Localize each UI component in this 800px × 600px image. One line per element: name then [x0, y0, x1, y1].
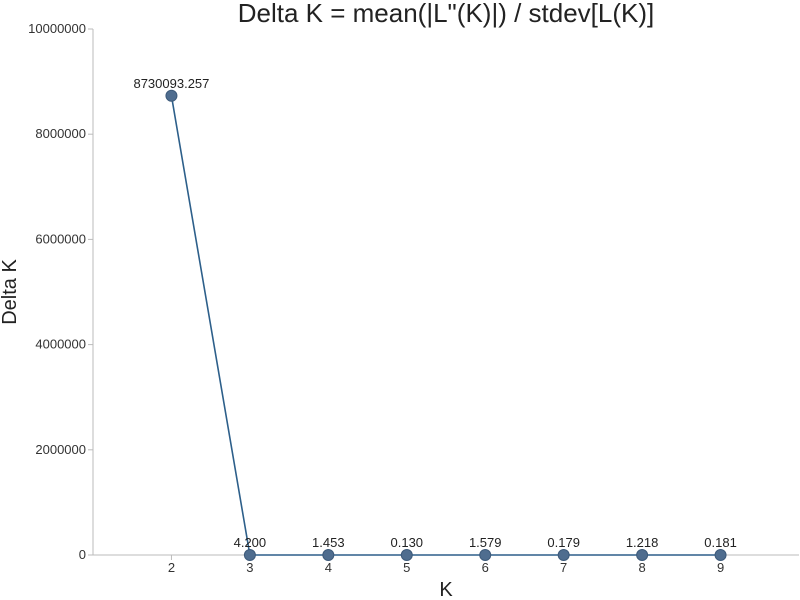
data-label: 8730093.257 [133, 76, 209, 91]
data-point [322, 548, 335, 561]
x-tick-label: 5 [403, 560, 410, 575]
x-tick-label: 2 [168, 560, 175, 575]
y-tick-label: 2000000 [35, 442, 86, 457]
x-axis-label: K [439, 579, 453, 600]
data-point [243, 548, 256, 561]
data-label: 1.579 [469, 535, 502, 550]
x-tick-label: 3 [246, 560, 253, 575]
data-label: 1.453 [312, 535, 345, 550]
data-point [165, 89, 178, 102]
data-label: 0.130 [391, 535, 424, 550]
data-labels: 8730093.257 4.200 1.453 0.130 1.579 0.179 1.21… [133, 76, 736, 550]
chart-title: Delta K = mean(|L"(K)|) / stdev[L(K)] [238, 0, 654, 28]
series-line [170, 95, 721, 556]
y-tick-label: 8000000 [35, 126, 86, 141]
series-points [165, 89, 727, 561]
data-label: 1.218 [626, 535, 659, 550]
x-tick-label: 6 [482, 560, 489, 575]
data-label: 4.200 [234, 535, 267, 550]
data-label: 0.179 [547, 535, 580, 550]
x-tick-label: 4 [325, 560, 332, 575]
y-axis-label: Delta K [0, 259, 21, 325]
data-label: 0.181 [704, 535, 737, 550]
y-tick-label: 10000000 [28, 21, 86, 36]
data-point [400, 549, 413, 561]
y-tick-label: 4000000 [35, 337, 86, 352]
y-tick-label: 0 [79, 547, 86, 562]
x-tick-label: 8 [638, 560, 645, 575]
x-tick-label: 7 [560, 560, 567, 575]
series-polyline [170, 95, 721, 556]
y-tick-label: 6000000 [35, 231, 86, 246]
data-point [714, 549, 727, 561]
data-point [479, 548, 492, 561]
x-axis: 2 3 4 5 6 7 8 9 [93, 554, 799, 575]
x-tick-label: 9 [717, 560, 724, 575]
data-point [557, 549, 570, 561]
data-point [636, 548, 649, 561]
y-axis: 0 2000000 4000000 6000000 8000000 10000000 [28, 21, 94, 562]
